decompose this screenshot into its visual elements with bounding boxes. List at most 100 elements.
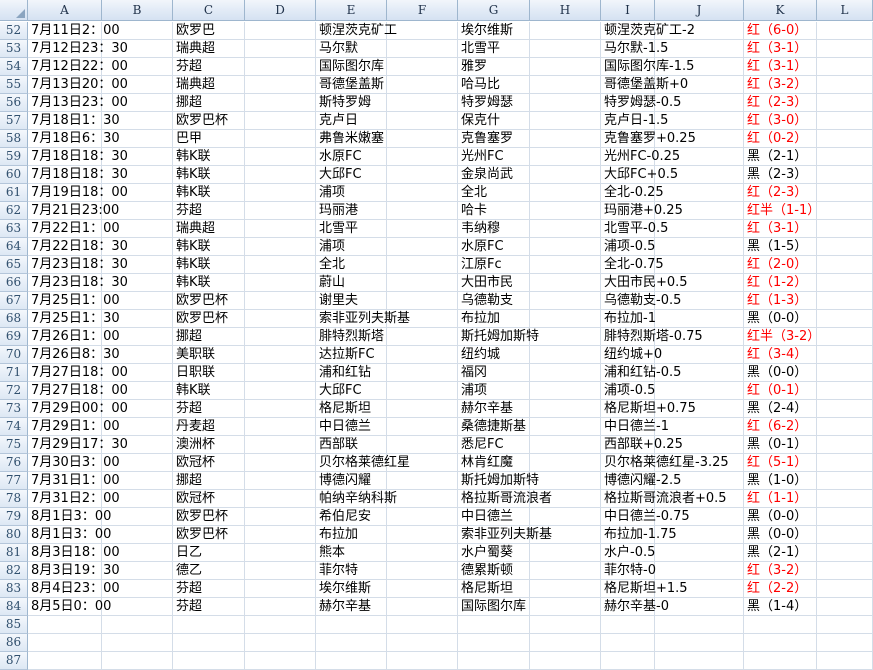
cell-f83[interactable] [387, 580, 458, 598]
cell-k68[interactable] [744, 310, 817, 328]
cell-f86[interactable] [387, 634, 458, 652]
cell-g65[interactable] [458, 256, 530, 274]
cell-h72[interactable] [530, 382, 601, 400]
cell-g57[interactable] [458, 112, 530, 130]
cell-c82[interactable] [173, 562, 245, 580]
cell-c56[interactable] [173, 94, 245, 112]
row-header[interactable]: 77 [0, 472, 28, 490]
cell-b66[interactable] [102, 274, 173, 292]
cell-i82[interactable] [601, 562, 655, 580]
cell-k84[interactable] [744, 598, 817, 616]
cell-j68[interactable] [655, 310, 744, 328]
cell-k87[interactable] [744, 652, 817, 670]
cell-e63[interactable] [316, 220, 387, 238]
cell-d53[interactable] [245, 40, 316, 58]
cell-h59[interactable] [530, 148, 601, 166]
cell-i62[interactable] [601, 202, 655, 220]
cell-k70[interactable] [744, 346, 817, 364]
cell-h69[interactable] [530, 328, 601, 346]
column-header-l[interactable]: L [817, 0, 873, 21]
cell-c67[interactable] [173, 292, 245, 310]
cell-j59[interactable] [655, 148, 744, 166]
cell-d63[interactable] [245, 220, 316, 238]
cell-e67[interactable] [316, 292, 387, 310]
cell-h67[interactable] [530, 292, 601, 310]
cell-i75[interactable] [601, 436, 655, 454]
cell-i65[interactable] [601, 256, 655, 274]
cell-a71[interactable] [28, 364, 102, 382]
cell-e74[interactable] [316, 418, 387, 436]
cell-h71[interactable] [530, 364, 601, 382]
cell-g56[interactable] [458, 94, 530, 112]
cell-e66[interactable] [316, 274, 387, 292]
row-header[interactable]: 63 [0, 220, 28, 238]
cell-h84[interactable] [530, 598, 601, 616]
cell-k61[interactable] [744, 184, 817, 202]
row-header[interactable]: 68 [0, 310, 28, 328]
cell-l76[interactable] [817, 454, 873, 472]
cell-d85[interactable] [245, 616, 316, 634]
cell-h73[interactable] [530, 400, 601, 418]
cell-k56[interactable] [744, 94, 817, 112]
cell-f57[interactable] [387, 112, 458, 130]
cell-c72[interactable] [173, 382, 245, 400]
cell-k57[interactable] [744, 112, 817, 130]
cell-f58[interactable] [387, 130, 458, 148]
cell-h66[interactable] [530, 274, 601, 292]
cell-j60[interactable] [655, 166, 744, 184]
cell-l66[interactable] [817, 274, 873, 292]
cell-g60[interactable] [458, 166, 530, 184]
column-header-h[interactable]: H [530, 0, 601, 21]
cell-k72[interactable] [744, 382, 817, 400]
cell-c83[interactable] [173, 580, 245, 598]
cell-a52[interactable] [28, 22, 102, 40]
cell-l65[interactable] [817, 256, 873, 274]
cell-e62[interactable] [316, 202, 387, 220]
cell-g76[interactable] [458, 454, 530, 472]
cell-b55[interactable] [102, 76, 173, 94]
cell-k54[interactable] [744, 58, 817, 76]
cell-h64[interactable] [530, 238, 601, 256]
cell-i53[interactable] [601, 40, 655, 58]
cell-b61[interactable] [102, 184, 173, 202]
cell-l68[interactable] [817, 310, 873, 328]
cell-d76[interactable] [245, 454, 316, 472]
cell-b81[interactable] [102, 544, 173, 562]
cell-e72[interactable] [316, 382, 387, 400]
cell-k59[interactable] [744, 148, 817, 166]
cell-g64[interactable] [458, 238, 530, 256]
cell-j62[interactable] [655, 202, 744, 220]
cell-l82[interactable] [817, 562, 873, 580]
cell-l78[interactable] [817, 490, 873, 508]
cell-h53[interactable] [530, 40, 601, 58]
cell-j78[interactable] [655, 490, 744, 508]
cell-i57[interactable] [601, 112, 655, 130]
cell-c64[interactable] [173, 238, 245, 256]
cell-i55[interactable] [601, 76, 655, 94]
cell-e75[interactable] [316, 436, 387, 454]
cell-j64[interactable] [655, 238, 744, 256]
cell-f84[interactable] [387, 598, 458, 616]
cell-l54[interactable] [817, 58, 873, 76]
cell-i72[interactable] [601, 382, 655, 400]
cell-k58[interactable] [744, 130, 817, 148]
cell-k83[interactable] [744, 580, 817, 598]
cell-c85[interactable] [173, 616, 245, 634]
cell-f76[interactable] [387, 454, 458, 472]
cell-c62[interactable] [173, 202, 245, 220]
cell-l57[interactable] [817, 112, 873, 130]
cell-b67[interactable] [102, 292, 173, 310]
cell-h54[interactable] [530, 58, 601, 76]
row-header[interactable]: 62 [0, 202, 28, 220]
cell-a59[interactable] [28, 148, 102, 166]
cell-h62[interactable] [530, 202, 601, 220]
cell-d59[interactable] [245, 148, 316, 166]
cell-l55[interactable] [817, 76, 873, 94]
cell-d67[interactable] [245, 292, 316, 310]
cell-g80[interactable] [458, 526, 530, 544]
cell-a85[interactable] [28, 616, 102, 634]
cell-d79[interactable] [245, 508, 316, 526]
cell-d57[interactable] [245, 112, 316, 130]
cell-b85[interactable] [102, 616, 173, 634]
